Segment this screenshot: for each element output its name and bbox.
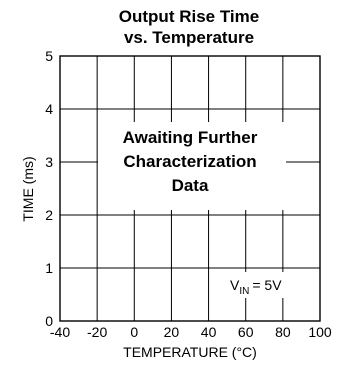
y-tick-label: 5 [45, 48, 53, 64]
y-tick-label: 0 [45, 313, 53, 329]
condition-subscript: IN [239, 286, 249, 297]
y-tick-label: 4 [45, 101, 53, 117]
y-tick-labels: 0 1 2 3 4 5 [45, 48, 53, 329]
x-tick-label: 60 [238, 324, 254, 340]
x-tick-label: 20 [164, 324, 180, 340]
annotation-background [98, 122, 286, 210]
x-axis-label: TEMPERATURE (°C) [123, 344, 257, 360]
y-tick-label: 3 [45, 154, 53, 170]
condition-value: = 5V [252, 277, 282, 293]
x-tick-label: 40 [201, 324, 217, 340]
annotation-line-3: Data [172, 176, 209, 195]
x-tick-label: -40 [50, 324, 70, 340]
plot-frame [59, 55, 321, 322]
x-tick-label: -20 [87, 324, 107, 340]
annotation-line-2: Characterization [123, 152, 256, 171]
condition-background [226, 272, 306, 298]
x-tick-labels: -40 -20 0 20 40 60 80 100 [50, 324, 332, 340]
condition-label: VIN = 5V [230, 277, 282, 297]
x-tick-label: 80 [275, 324, 291, 340]
x-tick-label: 100 [308, 324, 332, 340]
y-tick-label: 1 [45, 260, 53, 276]
y-tick-label: 2 [45, 207, 53, 223]
annotation-line-1: Awaiting Further [123, 128, 258, 147]
y-axis-label: TIME (ms) [20, 156, 36, 221]
chart-title-line-2: vs. Temperature [124, 28, 254, 47]
condition-symbol: V [230, 277, 240, 293]
x-tick-label: 0 [130, 324, 138, 340]
chart-title-line-1: Output Rise Time [119, 7, 259, 26]
